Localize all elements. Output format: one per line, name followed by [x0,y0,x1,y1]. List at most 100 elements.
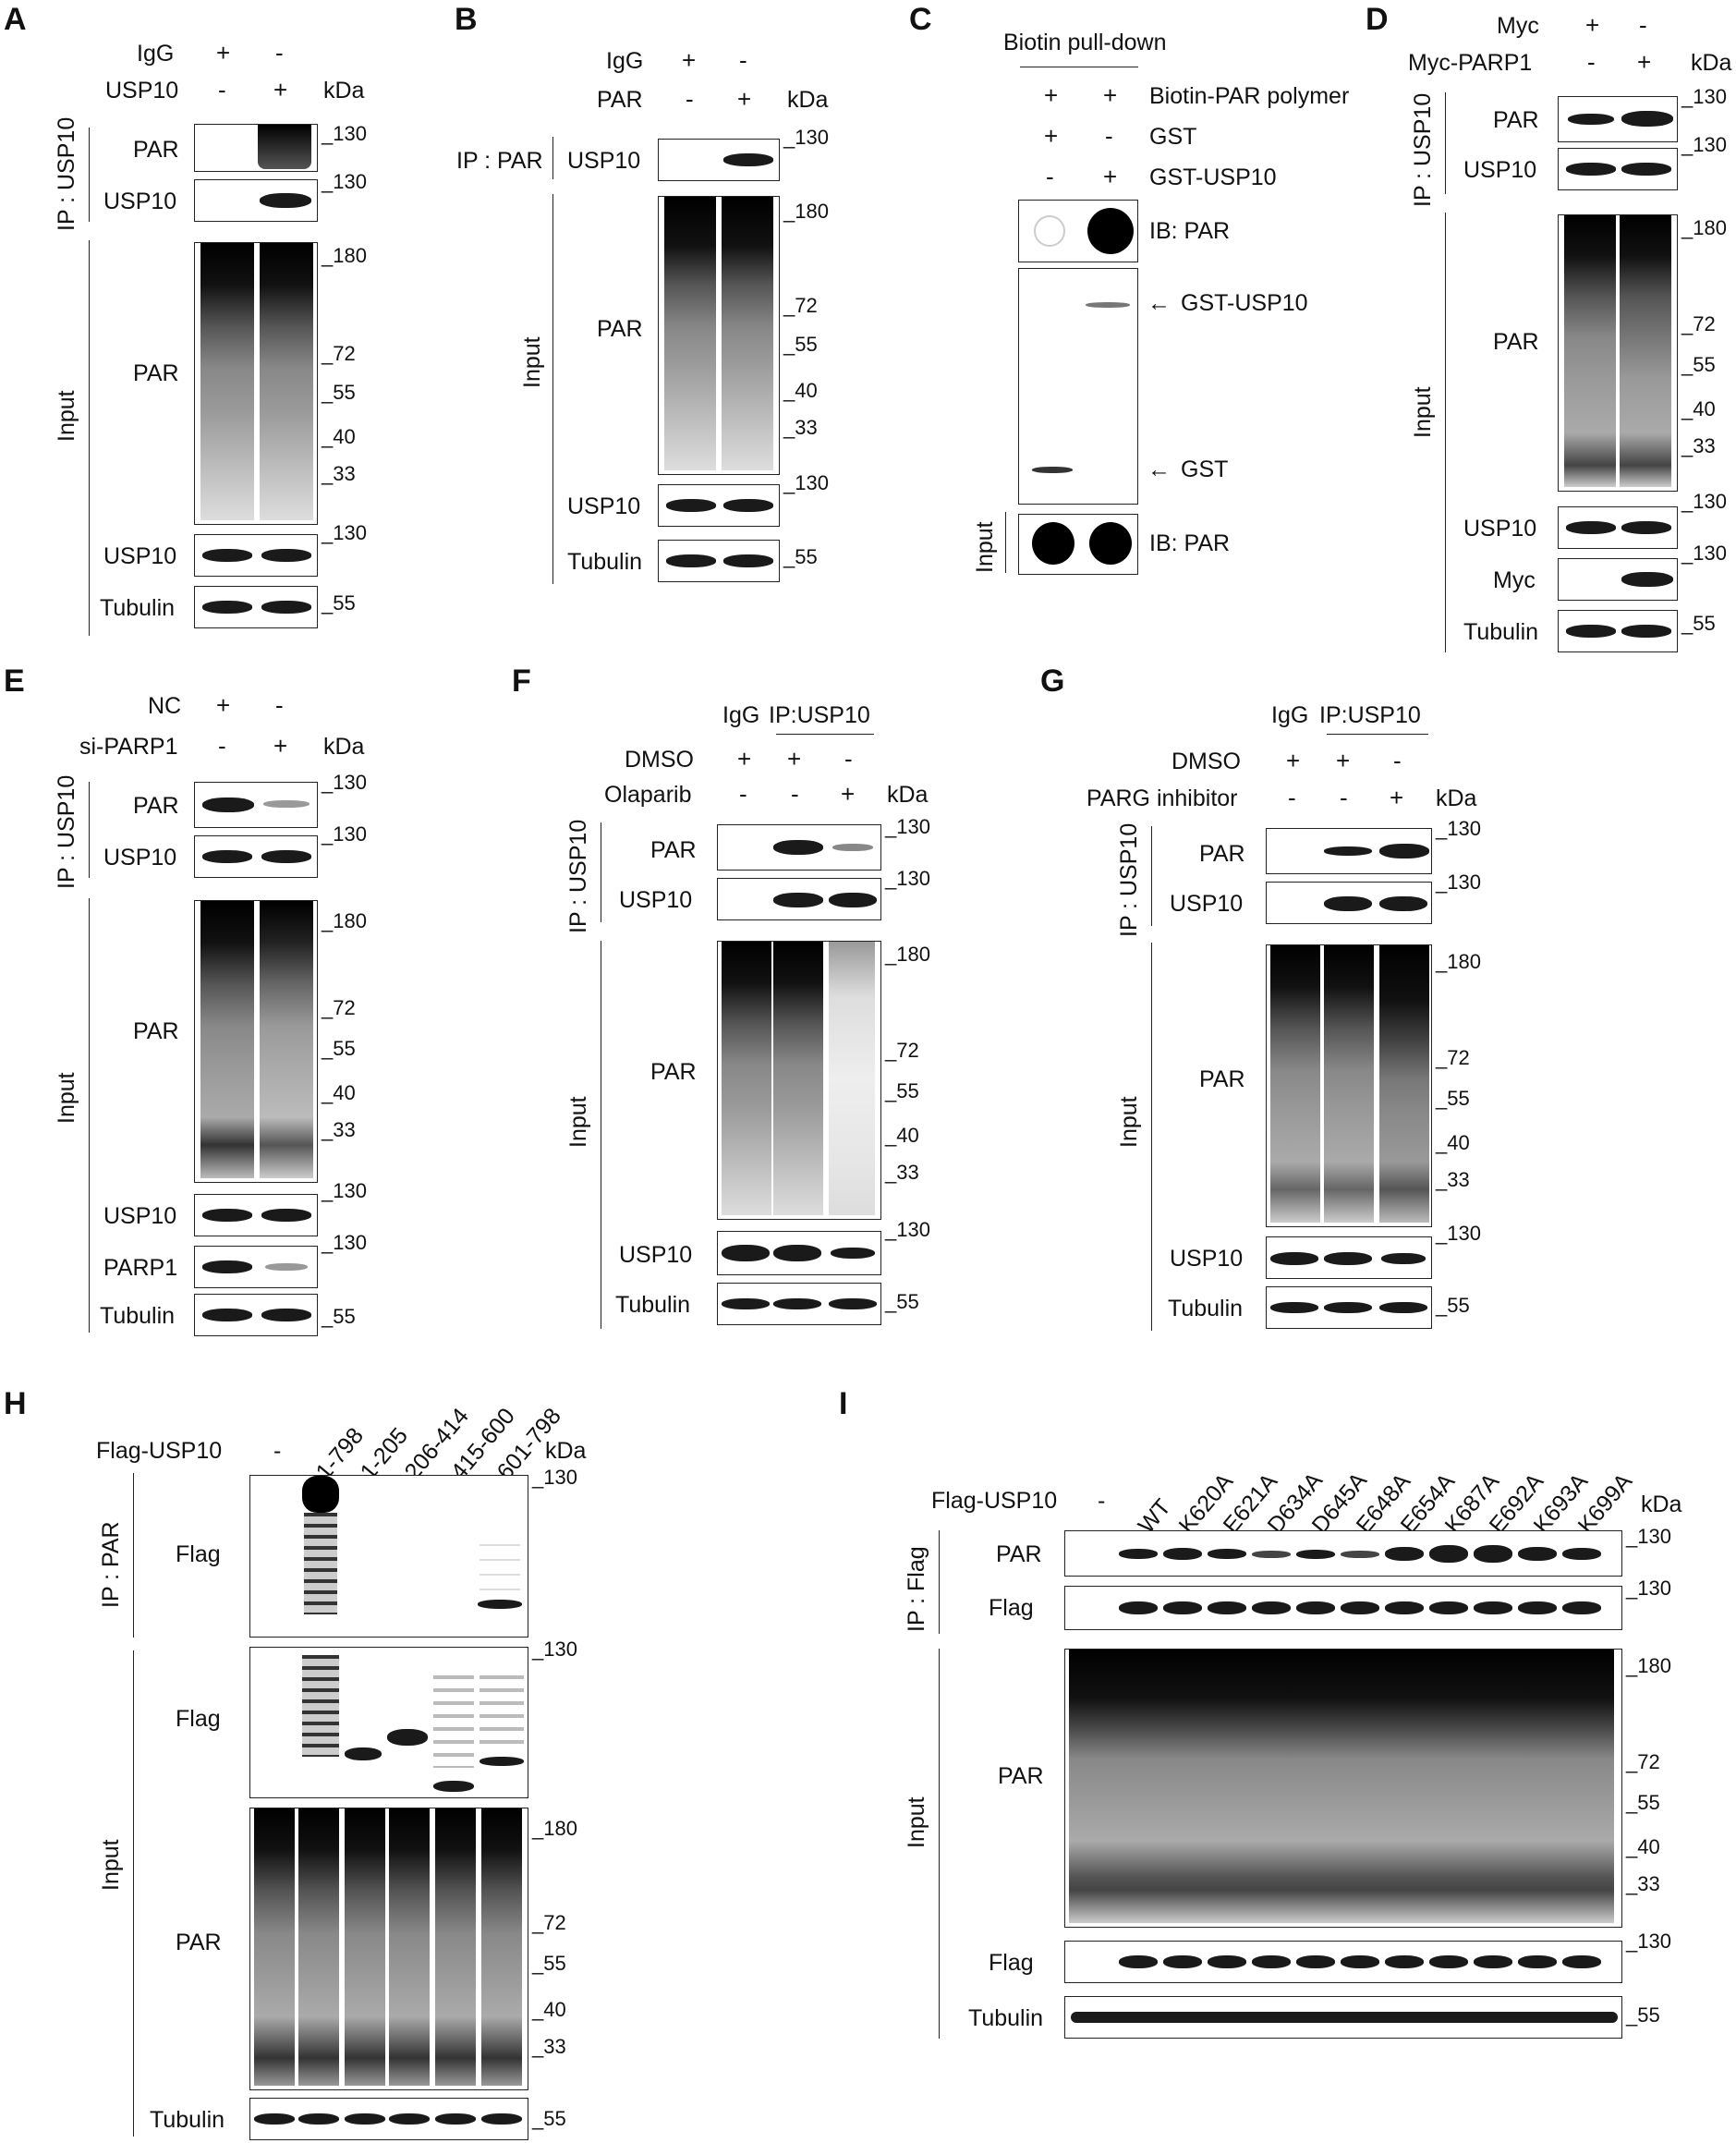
blot-label: PAR [650,837,697,863]
western-blot [249,1808,528,2090]
kda-marker: _130 [885,1218,930,1241]
kda-marker: _130 [1681,542,1727,565]
kda-marker: _130 [885,815,930,838]
top-label: IP:USP10 [1319,702,1421,728]
western-blot [194,900,318,1183]
kda-marker: _72 [885,1039,919,1062]
blot-label: PAR [998,1763,1044,1789]
group-bracket [1445,213,1446,652]
western-blot [717,878,881,920]
condition-sign: - [275,691,284,719]
blot-label: USP10 [1463,516,1537,542]
western-blot [194,1246,318,1288]
condition-label: NC [148,693,182,719]
blot-label: GST-USP10 [1181,290,1308,316]
kda-marker: _130 [1436,817,1481,840]
condition-label: IgG [606,48,644,74]
kda-marker: _55 [885,1079,919,1102]
group-label: IP : Flag [904,1546,929,1632]
kda-marker: _33 [1436,1168,1470,1191]
lane-label: - [1098,1488,1106,1514]
western-blot [1558,558,1678,601]
western-blot [249,2098,528,2140]
blot-label: USP10 [619,887,693,913]
condition-sign: - [739,780,747,808]
blot-label: USP10 [1463,157,1537,183]
kda-marker: _33 [885,1161,919,1184]
condition-sign: - [275,39,284,67]
blot-label: USP10 [103,845,177,871]
kda-marker: _180 [1626,1654,1671,1677]
condition-sign: - [686,85,694,113]
kda-marker: _130 [1681,490,1727,513]
condition-sign: - [1393,747,1402,774]
group-bracket [89,898,90,1333]
blot-label: Tubulin [1168,1296,1244,1321]
arrow-icon: ← [1147,457,1171,482]
condition-label: PAR [597,87,643,113]
kda-marker: _72 [783,294,818,317]
western-blot [1266,882,1432,924]
condition-sign: - [218,76,226,103]
condition-sign: + [787,745,802,773]
condition-sign: + [273,76,288,103]
condition-sign: - [739,46,747,74]
condition-sign: + [1286,747,1301,774]
condition-sign: - [1587,48,1596,76]
panel-letter: H [4,1386,27,1421]
group-label: Input [565,1096,591,1148]
kda-label: kDa [323,734,365,760]
blot-label: IB: PAR [1149,218,1231,244]
kda-marker: _55 [532,1952,566,1975]
condition-sign: - [791,780,799,808]
kda-marker: _55 [1626,1791,1660,1814]
western-blot [249,1647,528,1798]
blot-label: PAR [597,316,643,342]
kda-marker: _55 [1626,2003,1660,2027]
western-blot [194,1294,318,1336]
blot-label: USP10 [1170,891,1244,917]
top-label: IgG [1271,702,1309,728]
condition-sign: - [844,745,853,773]
blot-label: USP10 [103,189,177,214]
condition-label: Myc [1497,13,1539,39]
condition-sign: - [218,732,226,760]
blot-label: PAR [1199,841,1245,867]
blot-label: Tubulin [100,595,176,621]
header-line [1327,734,1428,735]
blot-label: PAR [996,1541,1042,1567]
kda-marker: _180 [1681,216,1727,239]
condition-label: Myc-PARP1 [1408,50,1533,76]
group-label: IP : USP10 [1410,92,1436,207]
group-label: Input [519,336,545,388]
blot-label: Flag [989,1950,1034,1976]
group-bracket [552,194,553,584]
kda-marker: _40 [1626,1835,1660,1858]
panel-letter: C [909,2,932,37]
condition-sign: + [273,732,288,760]
group-bracket [1445,92,1446,194]
kda-marker: _40 [1681,397,1716,420]
kda-label: kDa [787,87,829,113]
condition-sign: + [1390,784,1404,811]
group-bracket [552,137,553,179]
kda-label: kDa [545,1438,587,1464]
western-blot [658,484,780,527]
kda-marker: _130 [885,867,930,890]
dot-blot [1018,514,1138,575]
kda-marker: _33 [322,1118,356,1141]
lane-title: Flag-USP10 [96,1438,223,1464]
western-blot [1558,148,1678,190]
kda-marker: _33 [532,2035,566,2058]
group-bracket [939,1649,940,2039]
kda-marker: _130 [1681,85,1727,108]
condition-label: DMSO [625,747,694,773]
kda-marker: _55 [783,333,818,356]
western-blot [1266,828,1432,874]
group-label: Input [972,521,998,573]
condition-label: GST [1149,124,1197,150]
western-blot [1266,1286,1432,1329]
condition-sign: - [1046,163,1054,190]
kda-marker: _55 [1436,1294,1470,1317]
kda-marker: _40 [885,1124,919,1147]
